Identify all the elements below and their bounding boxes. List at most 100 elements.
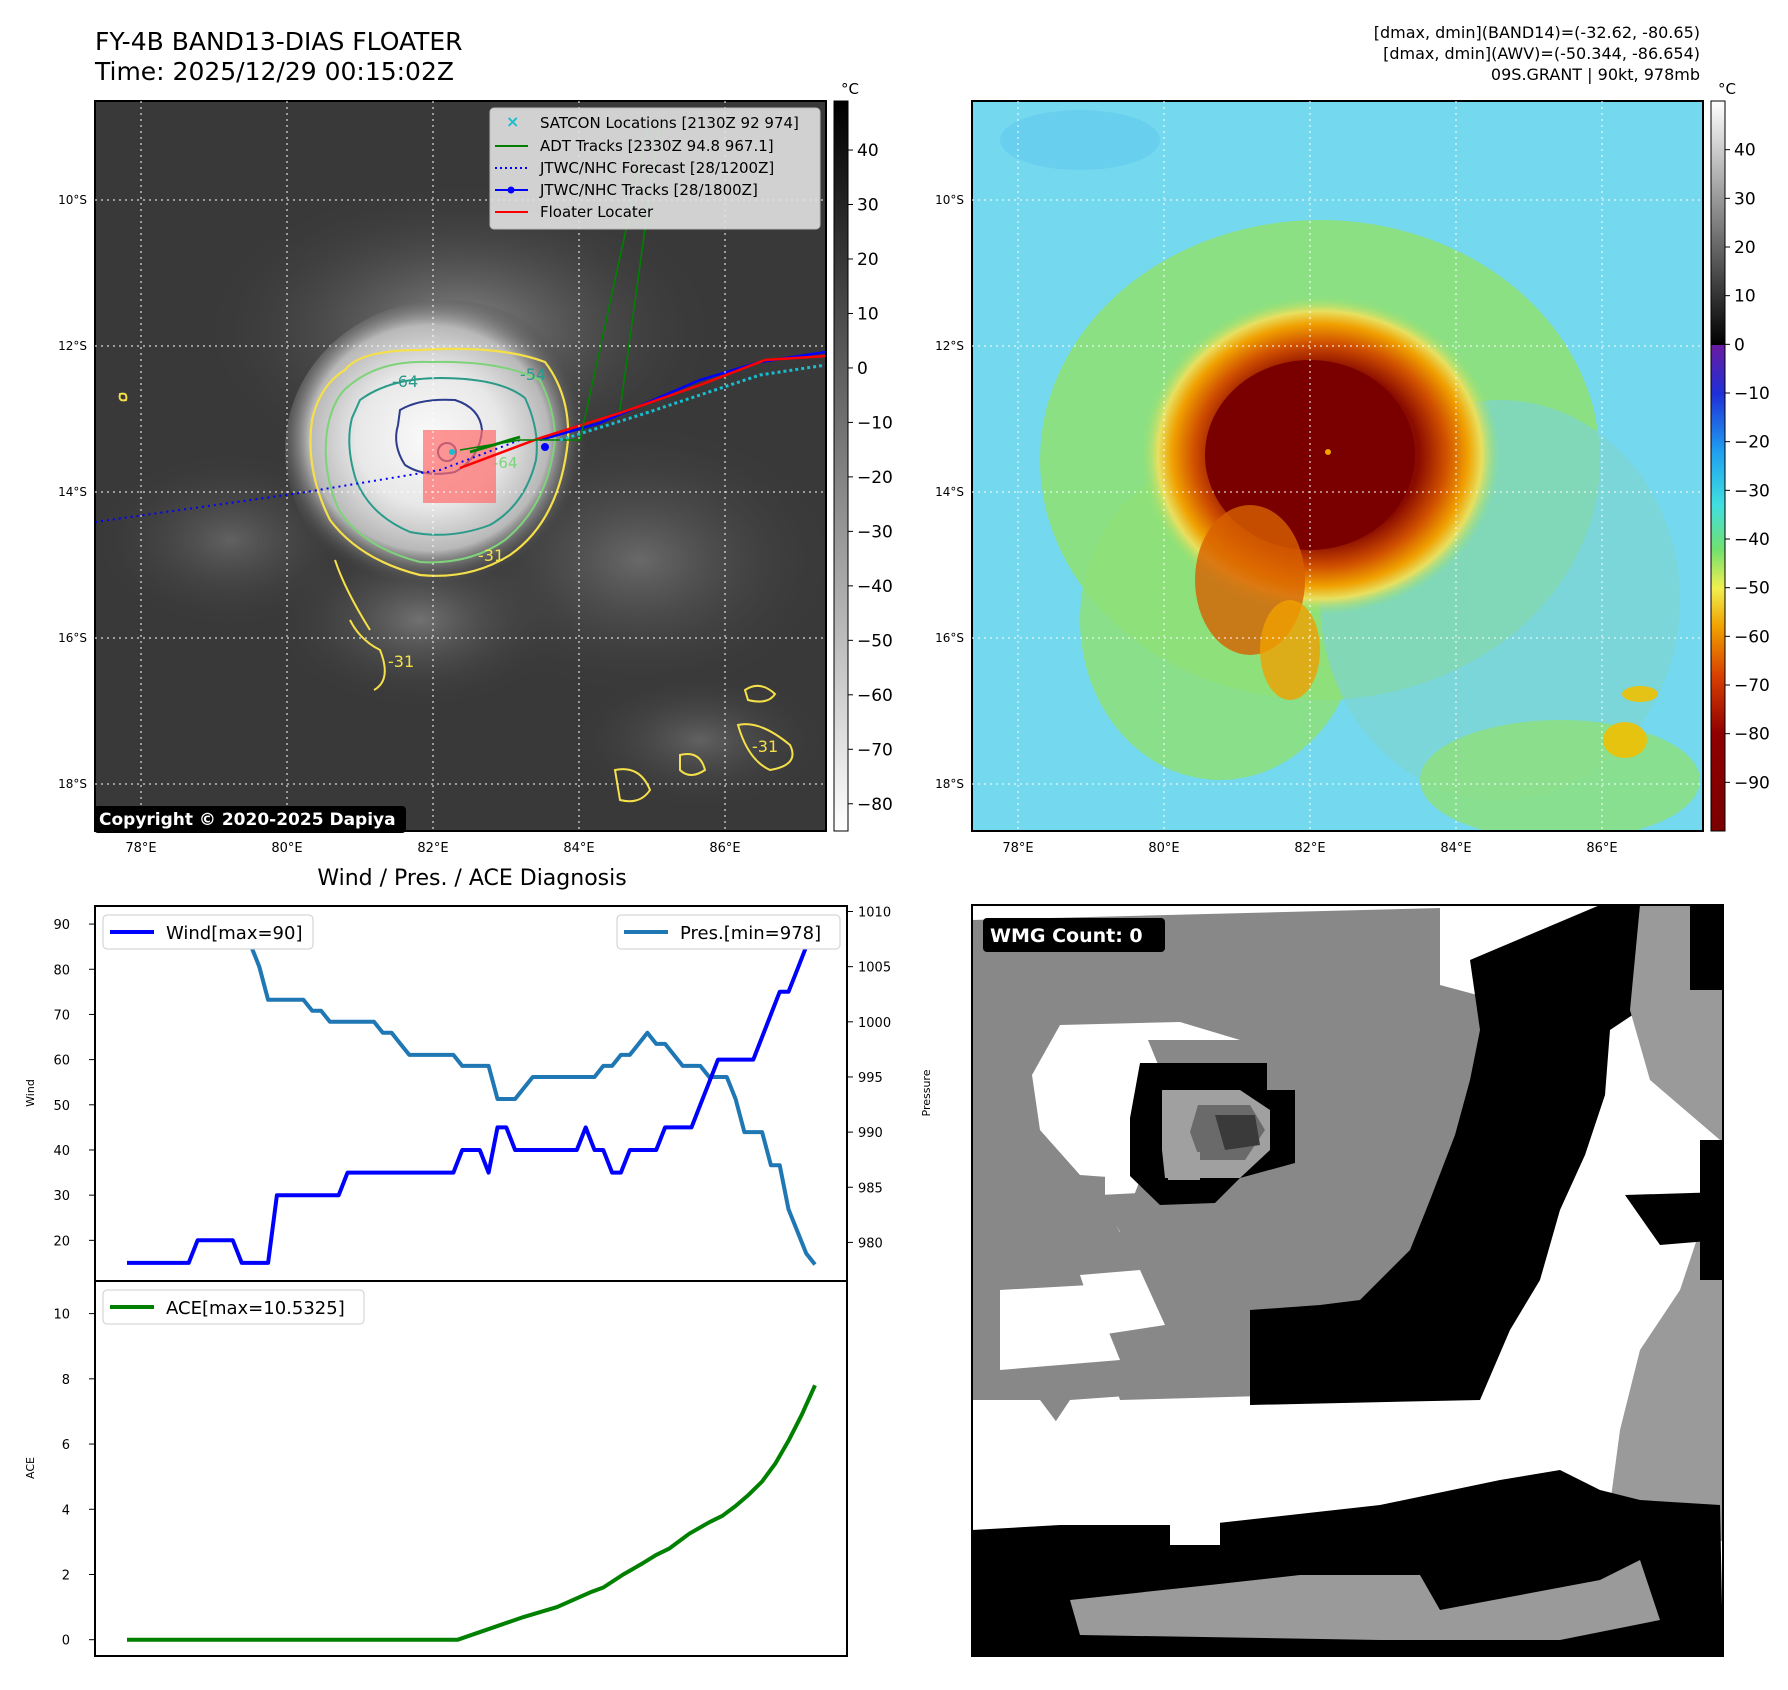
band14-range: [dmax, dmin](BAND14)=(-32.62, -80.65)	[1374, 23, 1700, 42]
figure-title: FY-4B BAND13-DIAS FLOATER	[95, 27, 463, 56]
wind-axis-label: Wind	[24, 1079, 37, 1107]
wind-series-line	[127, 923, 817, 1265]
legend-tracks: JTWC/NHC Tracks [28/1800Z]	[539, 181, 758, 199]
copyright-text: Copyright © 2020-2025 Dapiya	[99, 810, 396, 830]
ace-series-line	[127, 1384, 817, 1642]
wind-ytick-label: 50	[53, 1099, 70, 1114]
floater-box	[423, 430, 496, 503]
lat-label-18s: 18°S	[58, 777, 87, 791]
enhanced-ir-grid	[972, 101, 1703, 831]
pressure-ytick-label: 980	[858, 1236, 883, 1251]
ace-axis-label: ACE	[24, 1457, 37, 1479]
lat-label-10s-right: 10°S	[935, 193, 964, 207]
lat-label-14s-right: 14°S	[935, 485, 964, 499]
pressure-axis-label: Pressure	[920, 1069, 933, 1116]
ace-ytick-label: 2	[62, 1568, 70, 1583]
legend-floater: Floater Locater	[540, 203, 654, 221]
pressure-ytick-label: 995	[858, 1071, 883, 1086]
colorbar_color-tick-label: 40	[1734, 141, 1756, 161]
wmg-image	[972, 905, 1723, 1656]
wind-ytick-label: 20	[53, 1234, 70, 1249]
lon-label-80e-right: 80°E	[1148, 841, 1179, 856]
ace-legend: ACE[max=10.5325]	[102, 1289, 365, 1325]
lat-label-12s-right: 12°S	[935, 339, 964, 353]
colorbar_color-tick-label: 10	[1734, 287, 1756, 307]
diagnosis-title: Wind / Pres. / ACE Diagnosis	[317, 866, 626, 891]
colorbar_gray-tick-label: 0	[857, 359, 868, 379]
storm-info: 09S.GRANT | 90kt, 978mb	[1491, 65, 1700, 84]
colorbar_gray-tick-label: −10	[857, 413, 893, 433]
lon-label-84e-right: 84°E	[1440, 841, 1471, 856]
map-legend: × SATCON Locations [2130Z 92 974] ADT Tr…	[489, 107, 821, 230]
enhanced-colorbar-unit: °C	[1718, 80, 1736, 98]
lat-label-12s: 12°S	[58, 339, 87, 353]
enhanced-ir-image	[972, 101, 1703, 831]
lat-label-14s: 14°S	[58, 485, 87, 499]
satcon-marker-icon: ×	[506, 112, 519, 131]
colorbar_color-tick-label: −50	[1734, 579, 1770, 599]
wind-ytick-label: 70	[53, 1008, 70, 1023]
lon-label-84e: 84°E	[563, 841, 594, 856]
lon-label-80e: 80°E	[271, 841, 302, 856]
lon-label-82e-right: 82°E	[1294, 841, 1325, 856]
ir-colorbar-unit: °C	[841, 80, 859, 98]
satcon-points	[559, 363, 826, 442]
wind-legend: Wind[max=90]	[102, 914, 314, 950]
colorbar_color-tick-label: 30	[1734, 189, 1756, 209]
ace-legend-label: ACE[max=10.5325]	[166, 1298, 345, 1319]
ace-ytick-label: 4	[62, 1503, 70, 1518]
wmg-count-badge	[983, 918, 1165, 952]
legend-satcon: SATCON Locations [2130Z 92 974]	[540, 114, 799, 132]
ir-satellite-panel: -64 -54 -64 -31 -31 -31	[58, 100, 827, 856]
colorbar_color-tick-label: −10	[1734, 384, 1770, 404]
colorbar_gray-tick-label: 40	[857, 141, 879, 161]
contour-label-31-c: -31	[752, 737, 778, 756]
pressure-legend-label: Pres.[min=978]	[680, 923, 821, 944]
wind-ytick-label: 80	[53, 963, 70, 978]
wind-ytick-label: 30	[53, 1189, 70, 1204]
contour-label-54: -54	[520, 365, 546, 384]
enhanced-ir-panel: 10°S 12°S 14°S 16°S 18°S 78°E 80°E 82°E …	[935, 100, 1704, 856]
wmg-panel: WMG Count: 0	[971, 904, 1724, 1657]
ace-ytick-label: 6	[62, 1438, 70, 1453]
awv-range: [dmax, dmin](AWV)=(-50.344, -86.654)	[1383, 44, 1700, 63]
colorbar_color-tick-label: 0	[1734, 335, 1745, 355]
colorbar_color-tick-label: −30	[1734, 481, 1770, 501]
ace-ytick-label: 10	[53, 1308, 70, 1323]
colorbar_gray-tick-label: −80	[857, 795, 893, 815]
lon-label-82e: 82°E	[417, 841, 448, 856]
wind-ytick-label: 90	[53, 918, 70, 933]
colorbar_gray-tick-label: −20	[857, 468, 893, 488]
colorbar_gray-tick-label: −70	[857, 740, 893, 760]
ace-ytick-label: 8	[62, 1373, 70, 1388]
lat-label-16s: 16°S	[58, 631, 87, 645]
pressure-ytick-label: 1010	[858, 906, 891, 921]
lon-label-86e: 86°E	[709, 841, 740, 856]
colorbar_color-tick-label: −60	[1734, 627, 1770, 647]
legend-adt: ADT Tracks [2330Z 94.8 967.1]	[540, 137, 774, 155]
pressure-ytick-label: 1005	[858, 961, 891, 976]
colorbar_color-tick-label: −70	[1734, 676, 1770, 696]
wmg-count-text: WMG Count: 0	[990, 925, 1143, 947]
colorbar_gray-tick-label: −50	[857, 631, 893, 651]
colorbar_gray-tick-label: 30	[857, 196, 879, 216]
colorbar_color-tick-label: −80	[1734, 725, 1770, 745]
contour-label-31-b: -31	[388, 652, 414, 671]
contour-label-31-a: -31	[478, 546, 504, 565]
wind-ytick-label: 40	[53, 1144, 70, 1159]
colorbar_gray-tick-label: 20	[857, 250, 879, 270]
colorbar_gray-tick-label: −60	[857, 686, 893, 706]
pressure-ytick-label: 985	[858, 1181, 883, 1196]
lat-label-18s-right: 18°S	[935, 777, 964, 791]
legend-forecast: JTWC/NHC Forecast [28/1200Z]	[539, 159, 774, 177]
colorbar_color-tick-label: −40	[1734, 530, 1770, 550]
colorbar_gray-tick-label: 10	[857, 304, 879, 324]
contour-label-64-b: -64	[493, 454, 518, 472]
figure-time: Time: 2025/12/29 00:15:02Z	[94, 57, 454, 86]
pressure-legend: Pres.[min=978]	[616, 914, 841, 950]
pressure-ytick-label: 990	[858, 1126, 883, 1141]
lon-label-78e: 78°E	[125, 841, 156, 856]
ir-colorbar: °C 40 30 20 10 0 −10 −20 −30 −40 −50 −60 −70 −80	[833, 80, 893, 832]
wind-ytick-label: 60	[53, 1054, 70, 1069]
